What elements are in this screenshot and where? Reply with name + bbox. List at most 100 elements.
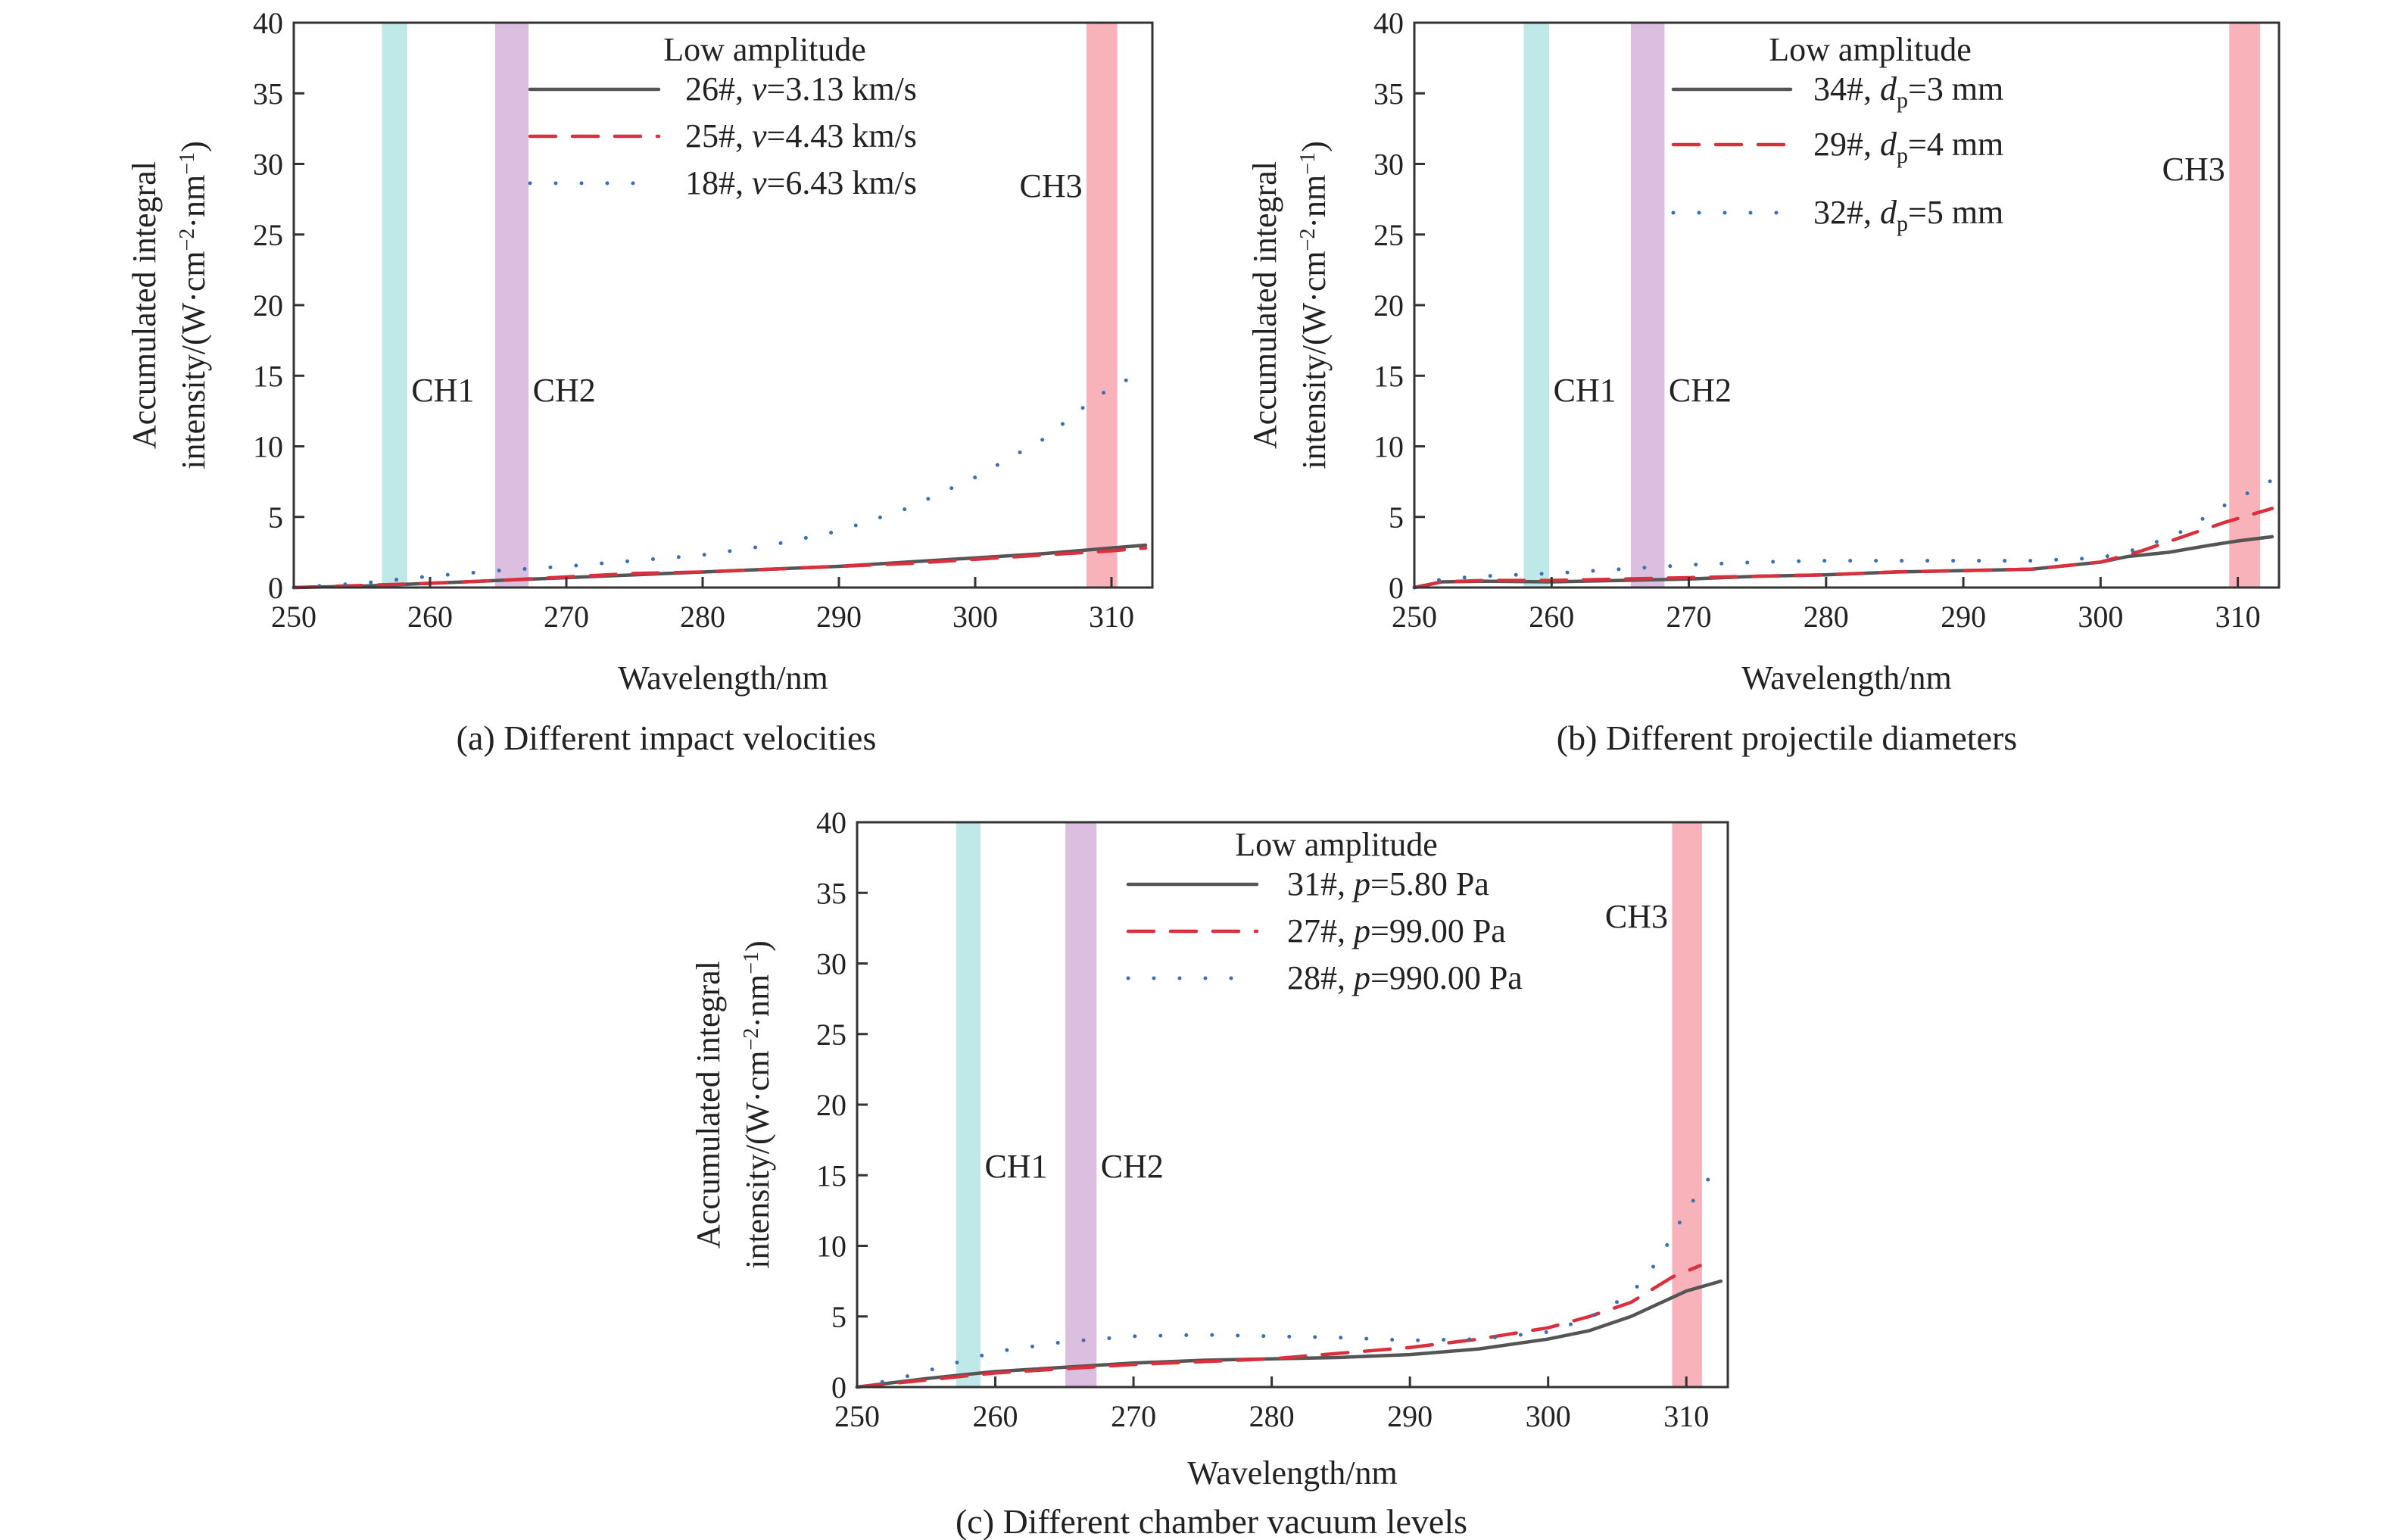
y-tick-label: 10 [1373,430,1404,464]
x-tick-label: 270 [1111,1399,1156,1433]
x-tick-label: 260 [973,1399,1018,1433]
y-tick-label: 35 [816,876,846,910]
band-label-ch1: CH1 [1554,372,1616,409]
y-axis-label-line1: Accumulated integral [690,961,727,1249]
panel-caption: (b) Different projectile diameters [1557,719,2017,757]
y-tick-label: 25 [253,218,283,252]
y-tick-label: 10 [253,430,283,464]
y-axis-label-line2: intensity/(W·cm−2·nm−1) [739,940,776,1269]
y-tick-label: 40 [1373,6,1404,40]
x-tick-label: 280 [1249,1399,1295,1433]
band-ch1 [382,22,407,588]
band-label-ch2: CH2 [1669,372,1732,409]
legend-title: Low amplitude [663,31,866,68]
band-ch3 [1086,22,1118,588]
band-label-ch3: CH3 [1019,167,1082,204]
y-tick-label: 0 [1389,571,1404,605]
y-tick-label: 10 [816,1230,846,1264]
y-tick-label: 35 [1373,76,1404,111]
panel-caption: (c) Different chamber vacuum levels [956,1502,1467,1540]
y-tick-label: 0 [831,1370,846,1404]
x-tick-label: 250 [1392,600,1437,634]
y-tick-label: 35 [253,76,283,111]
series-line-1 [1412,507,2274,590]
chart-panel-0: 250 260 270 280 290 300 310 0 5 10 15 20 25 30 35 40 Wav… [126,6,1154,757]
x-axis-label: Wavelength/nm [618,659,828,697]
y-tick-label: 15 [816,1158,846,1192]
y-tick-label: 30 [1373,148,1404,182]
x-tick-label: 310 [1089,600,1134,634]
legend-title: Low amplitude [1769,31,1972,68]
y-tick-label: 0 [268,571,283,605]
legend-entry-2: 32#, dp=5 mm [1813,194,2003,236]
y-tick-label: 15 [1373,359,1404,393]
series-line-2 [1412,478,2274,590]
x-tick-label: 310 [2215,600,2261,634]
band-label-ch2: CH2 [533,372,596,409]
band-ch1 [956,821,980,1388]
x-tick-label: 250 [834,1399,880,1433]
band-ch2 [1065,821,1097,1388]
y-axis-label-line2: intensity/(W·cm−2·nm−1) [1295,141,1333,469]
y-axis-label-line1: Accumulated integral [126,161,163,449]
band-ch3 [1672,821,1702,1388]
y-tick-label: 30 [816,947,846,981]
y-tick-label: 15 [253,359,283,393]
legend-entry-1: 29#, dp=4 mm [1813,126,2003,168]
x-tick-label: 300 [2078,600,2123,634]
series-line-1 [855,1264,1702,1389]
band-label-ch1: CH1 [411,372,474,409]
x-tick-label: 310 [1663,1399,1709,1433]
legend-entry-1: 25#, v=4.43 km/s [685,117,917,154]
legend-entry-1: 27#, p=99.00 Pa [1287,912,1506,949]
band-label-ch2: CH2 [1101,1148,1164,1185]
x-tick-label: 250 [271,600,316,634]
x-tick-label: 270 [544,600,589,634]
y-tick-label: 30 [253,148,283,182]
x-tick-label: 260 [1529,600,1574,634]
x-tick-label: 290 [1941,600,1986,634]
y-tick-label: 25 [816,1018,846,1052]
y-tick-label: 5 [831,1300,846,1334]
y-tick-label: 25 [1373,218,1404,252]
band-ch3 [2229,22,2261,588]
legend-entry-2: 18#, v=6.43 km/s [685,164,917,201]
x-tick-label: 300 [952,600,998,634]
y-tick-label: 20 [253,288,283,323]
x-tick-label: 300 [1526,1399,1571,1433]
chart-panel-1: 250 260 270 280 290 300 310 0 5 10 15 20 25 30 35 40 Wav… [1246,6,2281,757]
chart-panel-2: 250 260 270 280 290 300 310 0 5 10 15 20 25 30 35 40 Wav… [690,806,1729,1540]
legend-title: Low amplitude [1235,826,1438,863]
y-tick-label: 5 [1389,500,1404,535]
x-tick-label: 280 [680,600,725,634]
band-ch2 [494,22,529,588]
x-tick-label: 260 [407,600,453,634]
x-tick-label: 280 [1804,600,1849,634]
band-label-ch3: CH3 [2162,151,2225,188]
y-tick-label: 20 [1373,288,1404,323]
x-tick-label: 290 [1387,1399,1433,1433]
legend-entry-0: 34#, dp=3 mm [1813,70,2003,113]
band-ch2 [1630,22,1665,588]
series-line-1 [292,546,1148,590]
y-tick-label: 5 [268,500,283,535]
band-label-ch1: CH1 [984,1148,1047,1185]
x-tick-label: 270 [1666,600,1712,634]
legend-entry-0: 26#, v=3.13 km/s [685,70,917,108]
y-tick-label: 40 [253,6,283,40]
x-tick-label: 290 [816,600,862,634]
legend-entry-2: 28#, p=990.00 Pa [1287,959,1523,996]
x-axis-label: Wavelength/nm [1187,1454,1398,1492]
panel-caption: (a) Different impact velocities [457,719,877,757]
band-ch1 [1523,22,1550,588]
y-tick-label: 20 [816,1088,846,1122]
y-tick-label: 40 [816,806,846,840]
y-axis-label-line2: intensity/(W·cm−2·nm−1) [175,141,212,469]
y-axis-label-line1: Accumulated integral [1246,161,1283,449]
legend-entry-0: 31#, p=5.80 Pa [1287,865,1489,902]
